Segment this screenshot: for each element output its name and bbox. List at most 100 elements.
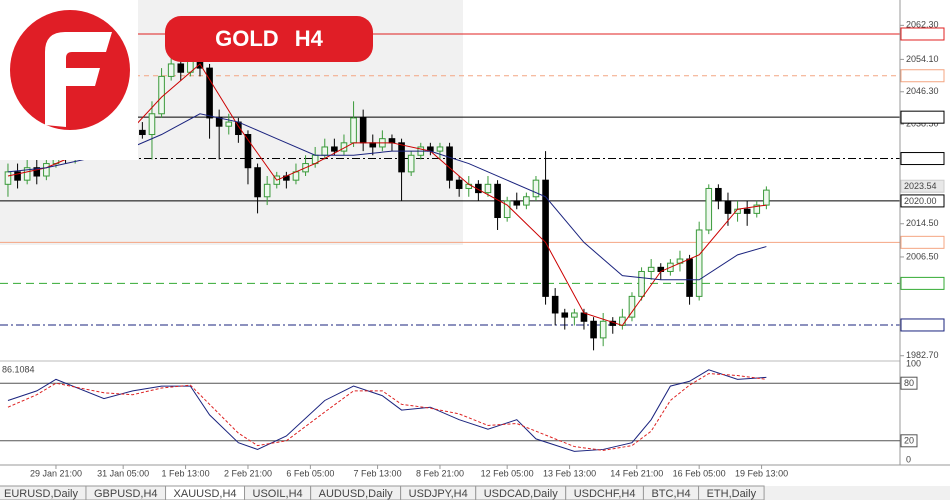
candle-body bbox=[542, 179, 549, 297]
x-tick-label: 7 Feb 13:00 bbox=[354, 468, 402, 478]
y-tick-label: 2062.30 bbox=[906, 20, 939, 30]
candle-body bbox=[484, 183, 492, 194]
candle-body bbox=[599, 320, 607, 339]
candle-body bbox=[513, 200, 521, 206]
candle-body bbox=[43, 163, 50, 177]
candle-body bbox=[244, 134, 252, 169]
tab-label[interactable]: USDCAD,Daily bbox=[484, 488, 558, 500]
x-tick-label: 1 Feb 13:00 bbox=[162, 468, 210, 478]
osc-level-label: 20 bbox=[904, 436, 914, 446]
candle-body bbox=[388, 138, 396, 144]
oscillator-pane bbox=[0, 369, 900, 452]
candle-body bbox=[398, 142, 405, 173]
candle-body bbox=[503, 200, 511, 219]
x-tick-label: 19 Feb 13:00 bbox=[735, 468, 788, 478]
candle-body bbox=[763, 189, 770, 206]
candle-body bbox=[619, 316, 626, 326]
candle-body bbox=[177, 63, 185, 73]
candle-body bbox=[638, 270, 645, 297]
x-tick-label: 8 Feb 21:00 bbox=[416, 468, 464, 478]
candle-body bbox=[705, 187, 713, 231]
tab-label[interactable]: USDCHF,H4 bbox=[574, 488, 636, 500]
candle-body bbox=[551, 295, 559, 314]
candle-body bbox=[139, 129, 146, 136]
candle-body bbox=[571, 312, 578, 318]
candle-body bbox=[359, 117, 367, 144]
tab-label[interactable]: EURUSD,Daily bbox=[4, 488, 78, 500]
level-label-box bbox=[900, 152, 945, 166]
candle-body bbox=[254, 167, 261, 198]
tab-label[interactable]: USOIL,H4 bbox=[253, 488, 303, 500]
candle-body bbox=[321, 146, 329, 156]
candle-body bbox=[369, 142, 377, 148]
y-tick-label: 2006.50 bbox=[906, 251, 939, 261]
candle-body bbox=[532, 179, 540, 198]
candle-body bbox=[4, 171, 12, 185]
candle-body bbox=[331, 146, 338, 152]
candle-body bbox=[436, 146, 444, 152]
x-tick-label: 31 Jan 05:00 bbox=[97, 468, 149, 478]
candle-body bbox=[695, 229, 703, 297]
candle-body bbox=[455, 179, 463, 189]
candle-body bbox=[686, 258, 693, 297]
level-label-box bbox=[900, 235, 945, 249]
candle-body bbox=[724, 200, 732, 214]
tab-label[interactable]: XAUUSD,H4 bbox=[174, 488, 237, 500]
candle-body bbox=[167, 63, 175, 77]
candle-body bbox=[590, 320, 597, 339]
osc-value: 86.1084 bbox=[2, 364, 35, 374]
candle-body bbox=[23, 167, 31, 181]
candle-body bbox=[446, 146, 453, 181]
x-tick-label: 16 Feb 05:00 bbox=[673, 468, 726, 478]
osc-line bbox=[7, 369, 767, 452]
osc-tick-label: 100 bbox=[906, 358, 921, 368]
y-tick-label: 2014.50 bbox=[906, 218, 939, 228]
x-tick-label: 14 Feb 21:00 bbox=[610, 468, 663, 478]
level-label-box bbox=[900, 69, 945, 83]
logo bbox=[0, 0, 138, 160]
osc-level-label: 80 bbox=[904, 378, 914, 388]
candle-body bbox=[350, 117, 357, 144]
candle-body bbox=[263, 183, 271, 198]
x-tick-label: 2 Feb 21:00 bbox=[224, 468, 272, 478]
x-tick-label: 12 Feb 05:00 bbox=[481, 468, 534, 478]
candle-body bbox=[580, 312, 588, 322]
current-price-label: 2023.54 bbox=[904, 181, 937, 191]
candle-body bbox=[225, 121, 233, 127]
tab[interactable] bbox=[698, 485, 765, 500]
level-label: 2020.00 bbox=[904, 196, 937, 206]
price-pane bbox=[0, 33, 900, 351]
tab-label[interactable]: ETH,Daily bbox=[707, 488, 757, 500]
level-label-box bbox=[900, 276, 945, 290]
osc-level-box bbox=[900, 376, 918, 390]
current-price-box bbox=[900, 179, 945, 193]
level-label-box bbox=[900, 27, 945, 41]
tab-label[interactable]: AUDUSD,Daily bbox=[319, 488, 393, 500]
candle-body bbox=[148, 113, 156, 136]
tab-label[interactable]: BTC,H4 bbox=[651, 488, 690, 500]
candle-body bbox=[628, 295, 636, 318]
banner-title: GOLD H4 bbox=[215, 26, 324, 51]
candle-body bbox=[33, 167, 41, 177]
y-tick-label: 2046.30 bbox=[906, 86, 939, 96]
osc-tick-label: 0 bbox=[906, 454, 911, 464]
candle-body bbox=[753, 204, 761, 214]
tab-label[interactable]: GBPUSD,H4 bbox=[94, 488, 158, 500]
x-tick-label: 29 Jan 21:00 bbox=[30, 468, 82, 478]
x-tick-label: 13 Feb 13:00 bbox=[543, 468, 596, 478]
osc-level-box bbox=[900, 434, 918, 448]
level-label-box bbox=[900, 318, 945, 332]
level-label-box bbox=[900, 110, 945, 124]
candle-body bbox=[647, 266, 655, 272]
osc-line bbox=[7, 373, 767, 451]
candle-body bbox=[14, 171, 21, 181]
candle-body bbox=[523, 196, 530, 206]
candle-body bbox=[206, 67, 213, 119]
candle-body bbox=[715, 187, 722, 202]
banner bbox=[165, 16, 373, 62]
candle-body bbox=[743, 208, 751, 214]
tab-label[interactable]: USDJPY,H4 bbox=[409, 488, 468, 500]
level-label-box bbox=[900, 194, 945, 208]
candle-body bbox=[407, 154, 415, 173]
